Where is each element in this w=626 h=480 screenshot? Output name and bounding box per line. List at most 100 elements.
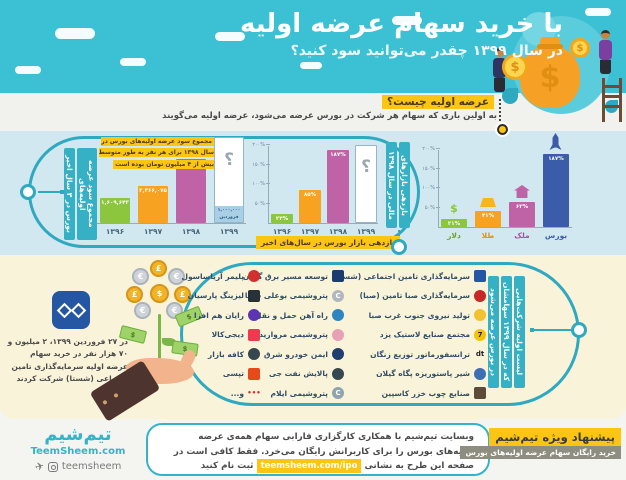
companies-col-a: سرمایه‌گذاری تامین اجتماعی (شستا) سرمایه‌…: [333, 270, 486, 407]
company-name: رایان هم افزا: [194, 310, 244, 320]
category-label: ۱۳۹۷: [300, 227, 320, 236]
cloud-icon: [585, 8, 611, 16]
bar-value-label: ۱۸۷%: [548, 156, 564, 162]
companies-col-c: پلیمر آریاساسول لیزینگ پارسیان رایان هم اف…: [168, 270, 261, 407]
company-logo: [248, 367, 260, 380]
y-tick-mark: [266, 202, 270, 204]
company-name: و...: [230, 388, 244, 398]
company-item: C پتروشیمی ایلام: [250, 387, 344, 399]
company-name: لیزینگ پارسیان: [187, 291, 244, 300]
social-handle[interactable]: teemsheem: [61, 461, 122, 472]
house-icon: [514, 185, 530, 198]
coin-icon: $: [570, 38, 590, 58]
bar-unknown: ؟: [355, 145, 377, 223]
connector-dotted-line: [398, 230, 400, 241]
bar-value-label: ۶۳%: [515, 204, 529, 210]
y-tick-label: ۱۰۰%: [252, 181, 265, 187]
coin-icon: £: [126, 286, 143, 303]
company-logo: [474, 309, 486, 321]
y-tick-mark: [266, 183, 270, 184]
instagram-icon[interactable]: [47, 461, 58, 472]
category-label: ۱۳۹۹: [219, 227, 239, 236]
chart1-title-line2: بورس در ۳ سال اخیر: [64, 148, 75, 240]
company-name: صنایع چوب خزر کاسپین: [381, 388, 470, 398]
bar-unknown: ؟ ۱,۰۰۰,۰۰۰ فروردین: [214, 137, 244, 223]
company-logo: 7: [474, 328, 486, 341]
company-logo: C: [332, 387, 344, 399]
y-tick-mark: [266, 163, 270, 165]
company-name: کافه بازار: [207, 349, 244, 359]
company-item: C پتروشیمی بوعلی سینا: [245, 289, 344, 302]
company-logo: [474, 289, 486, 302]
company-logo: [248, 328, 260, 341]
chart3-title-line1: بازدهی بازارهای: [399, 142, 410, 228]
company-logo: [248, 348, 260, 360]
bar: ۲۱%: [441, 219, 467, 227]
company-item: تولید نیروی جنوب غرب صبا: [336, 309, 486, 321]
company-item: لیزینگ پارسیان: [168, 289, 260, 302]
company-logo: [248, 270, 260, 282]
money-bag-icon: $: [520, 46, 580, 108]
capsule-connector-circle: [391, 239, 407, 255]
company-name: راه آهن حمل و نقل: [255, 310, 328, 320]
brand-logo-block: تیم‌شیم TeemSheem.com ✈ teemsheem: [18, 424, 138, 474]
companies-title-strips: لیست اولیه شرکت‌هایی که در سال ۱۳۹۹ سهام…: [488, 276, 525, 388]
brand-url: TeemSheem.com: [30, 446, 126, 457]
coin-icon: £: [150, 260, 167, 277]
bar-value-label: ۱۸۷%: [330, 152, 346, 158]
company-name: شیر پاستوریزه پگاه گیلان: [376, 369, 470, 378]
capsule-connector-circle: [571, 322, 587, 338]
offer-line-3: صفحه این طرح به نشانی teemsheem.com/ipo …: [162, 459, 474, 474]
capsule-connector-circle: [20, 184, 36, 200]
page-subtitle: در سال ۱۳۹۹ چقدر می‌توانید سود کنید؟: [290, 43, 563, 59]
offer-line-1: وبسایت تیم‌شیم با همکاری کارگزاری فارابی…: [198, 432, 474, 442]
category-label: ۱۳۹۸: [328, 227, 348, 236]
category-label: ۱۳۹۶: [105, 227, 125, 236]
y-tick-label: ۲۰۰%: [252, 142, 265, 148]
company-name: تولید نیروی جنوب غرب صبا: [368, 310, 470, 320]
category-label: ۱۳۹۶: [272, 227, 292, 236]
connector-dotted-line: [499, 99, 501, 125]
company-logo: [332, 328, 344, 341]
bar-value-label: ۴۱%: [481, 213, 495, 219]
coin-icon: €: [168, 268, 185, 285]
companies-title-line1: لیست اولیه شرکت‌هایی: [514, 276, 525, 388]
cloud-icon: [55, 28, 95, 39]
company-item: تپسی: [168, 367, 260, 380]
y-tick-label: ۲۰۰%: [422, 146, 435, 152]
y-tick-label: ۵۰%: [254, 200, 265, 207]
company-logo: [474, 387, 486, 399]
connector-line: [38, 191, 60, 193]
social-row[interactable]: ✈ teemsheem: [18, 459, 138, 474]
company-item: کافه بازار: [168, 348, 260, 360]
leaf-icon: [502, 88, 518, 104]
bar-value-label: ۲۱%: [447, 221, 461, 227]
ipo-registration-link[interactable]: teemsheem.com/ipo: [256, 459, 362, 474]
money-bag-illustration: $ $ $: [466, 12, 626, 130]
y-tick-mark: [436, 187, 440, 188]
chart1-annotation: مجموع سود عرضه اولیه‌های بورس در سال ۱۳۹…: [98, 137, 214, 169]
y-tick-label: ۵۰%: [424, 204, 435, 211]
y-tick-mark: [436, 206, 440, 208]
company-item: شیر پاستوریزه پگاه گیلان: [336, 367, 486, 380]
category-label: ۱۳۹۸: [181, 227, 201, 236]
company-logo: dt: [475, 350, 485, 358]
ipo-question: عرضه اولیه چیست؟: [382, 95, 494, 109]
category-label: ۱۳۹۷: [143, 227, 163, 236]
cloud-icon: [300, 62, 322, 69]
bar: ۱۸۷%: [543, 154, 569, 227]
leaf-icon: [162, 338, 176, 346]
bar: ۴۱%: [475, 211, 501, 227]
hand-flower-illustration: £ € € £ £ € € $ $ $ $: [89, 258, 208, 422]
company-logo: [248, 309, 260, 321]
company-item: صنایع چوب خزر کاسپین: [336, 387, 486, 399]
companies-col-b: توسعه مسیر برق گیلان C پتروشیمی بوعلی سینا…: [243, 270, 344, 407]
company-item: راه آهن حمل و نقل: [250, 309, 344, 321]
bar-value-label: ۲۴%: [275, 216, 289, 222]
bar: ۲,۳۶۶,۰۷۵: [138, 186, 168, 223]
connector-yellow-dot: [495, 122, 510, 137]
telegram-icon[interactable]: ✈: [33, 459, 46, 474]
header-text: با خرید سهام عرضه اولیه در سال ۱۳۹۹ چقدر…: [240, 9, 563, 59]
coin-icon: £: [174, 286, 191, 303]
